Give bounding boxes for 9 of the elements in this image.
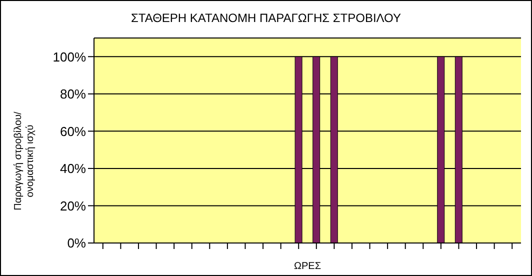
- x-axis-title: ΩΡΕΣ: [294, 261, 321, 272]
- y-tick-label: 0%: [67, 236, 86, 251]
- y-tick-label: 20%: [60, 198, 86, 214]
- y-axis-title: Παραγωγή στροβίλου/ ονομαστική ισχύ: [13, 111, 36, 210]
- y-tick-label: 100%: [52, 49, 86, 64]
- y-tick-label: 60%: [60, 124, 86, 139]
- chart-title: ΣΤΑΘΕΡΗ ΚΑΤΑΝΟΜΗ ΠΑΡΑΓΩΓΗΣ ΣΤΡΟΒΙΛΟΥ: [130, 11, 402, 25]
- y-tick-label: 40%: [60, 161, 86, 176]
- y-tick-label: 80%: [60, 86, 86, 102]
